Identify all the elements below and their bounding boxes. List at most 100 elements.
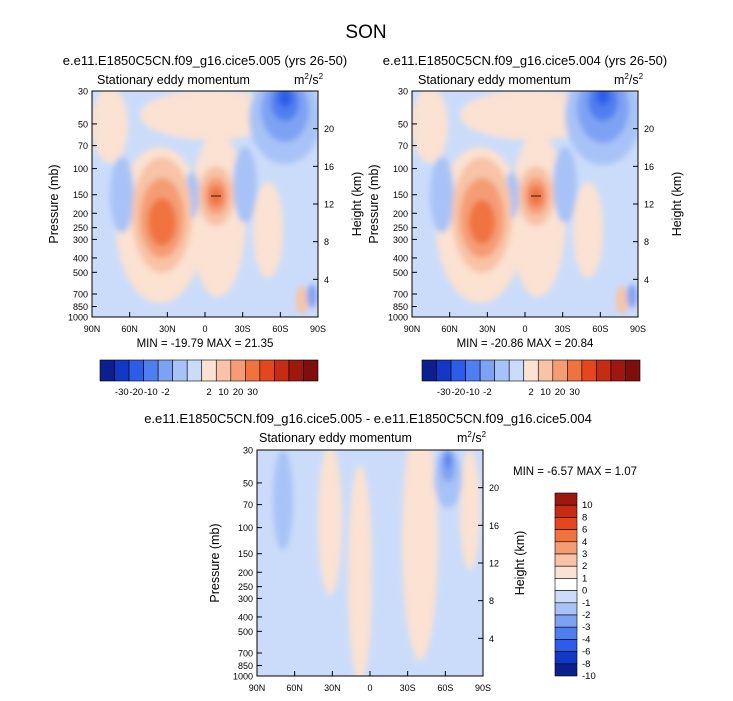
x-tick-label: 60S — [592, 324, 608, 334]
y-tick-label: 30 — [398, 87, 408, 97]
axis-ticks: 305070100150200250300400500700850100090N… — [388, 87, 654, 335]
colorbar-label: 8 — [582, 512, 587, 523]
panel-title: e.e11.E1850C5CN.f09_g16.cice5.005 - e.e1… — [144, 411, 592, 426]
y-axis-label: Pressure (mb) — [47, 164, 61, 243]
height-tick-label: 20 — [644, 124, 654, 134]
y-tick-label: 400 — [393, 253, 408, 263]
panel-title: e.e11.E1850C5CN.f09_g16.cice5.005 (yrs 2… — [63, 53, 348, 68]
colorbar-swatch — [567, 359, 583, 382]
x-tick-label: 30S — [400, 683, 416, 693]
colorbar-swatch — [288, 359, 304, 382]
colorbar-label: -30 — [115, 387, 129, 398]
colorbar-swatch — [554, 626, 578, 640]
y-tick-label: 150 — [393, 190, 408, 200]
colorbar-label: -10 — [144, 387, 158, 398]
colorbar-swatch — [554, 651, 578, 665]
height-tick-label: 16 — [644, 162, 654, 172]
y-tick-label: 100 — [73, 164, 88, 174]
colorbar-swatch — [494, 359, 510, 382]
y-tick-label: 1000 — [233, 672, 253, 682]
colorbar-swatch — [201, 359, 217, 382]
colorbar-swatch — [523, 359, 539, 382]
colorbar-swatch — [479, 359, 495, 382]
colorbar-swatch — [172, 359, 188, 382]
height-tick-label: 16 — [489, 521, 499, 531]
height-tick-label: 20 — [324, 124, 334, 134]
x-tick-label: 30N — [479, 324, 496, 334]
colorbar-label: 2 — [528, 387, 533, 398]
axis-ticks: 305070100150200250300400500700850100090N… — [68, 87, 334, 335]
right-axis-label: Height (km) — [670, 172, 684, 237]
colorbar-swatch — [554, 565, 578, 579]
colorbar-swatch — [552, 359, 568, 382]
y-tick-label: 500 — [73, 268, 88, 278]
colorbar-label: 0 — [582, 586, 587, 597]
x-tick-label: 90S — [310, 324, 326, 334]
colorbar-label: -2 — [161, 387, 169, 398]
colorbar-swatch — [537, 359, 554, 382]
y-tick-label: 70 — [78, 141, 88, 151]
colorbar-swatch — [436, 359, 452, 382]
colorbar-label: 2 — [206, 387, 211, 398]
height-tick-label: 12 — [644, 200, 654, 210]
colorbar-swatch — [554, 614, 578, 628]
height-tick-label: 4 — [644, 275, 649, 285]
figure-title: SON — [345, 22, 386, 43]
units-label: m2/s2 — [294, 72, 324, 87]
min-max-readout: MIN = -6.57 MAX = 1.07 — [513, 466, 637, 478]
right-axis-label: Height (km) — [513, 531, 527, 596]
x-tick-label: 90N — [404, 324, 421, 334]
colorbar-label: -10 — [466, 387, 480, 398]
y-tick-label: 1000 — [388, 313, 408, 323]
y-tick-label: 250 — [73, 223, 88, 233]
colorbar-label: -2 — [582, 610, 590, 621]
y-tick-label: 250 — [238, 582, 253, 592]
y-tick-label: 50 — [243, 478, 253, 488]
y-tick-label: 700 — [238, 649, 253, 659]
x-tick-label: 30N — [324, 683, 341, 693]
contour-field — [412, 91, 638, 314]
colorbar-swatch — [554, 541, 578, 555]
colorbar-swatch — [554, 590, 578, 604]
colorbar-swatch — [128, 359, 144, 382]
x-tick-label: 0 — [202, 324, 207, 334]
colorbar-swatch — [450, 359, 466, 382]
y-tick-label: 850 — [238, 661, 253, 671]
colorbar-swatch — [508, 359, 525, 382]
colorbar-swatch — [99, 359, 115, 382]
x-tick-label: 90S — [475, 683, 491, 693]
colorbar-label: 1 — [582, 573, 587, 584]
colorbar-label: 30 — [569, 387, 580, 398]
contour-field — [92, 91, 318, 314]
x-tick-label: 60N — [286, 683, 303, 693]
y-tick-label: 150 — [238, 549, 253, 559]
colorbar-swatch — [554, 492, 578, 506]
y-tick-label: 500 — [393, 268, 408, 278]
y-tick-label: 200 — [393, 209, 408, 219]
colorbar-label: 10 — [218, 387, 229, 398]
colorbar-label: -1 — [582, 598, 590, 609]
colorbar-label: -20 — [129, 387, 143, 398]
y-tick-label: 300 — [393, 235, 408, 245]
x-tick-label: 30N — [159, 324, 176, 334]
colorbar-label: -6 — [582, 647, 590, 658]
panel-model-005: e.e11.E1850C5CN.f09_g16.cice5.005 (yrs 2… — [47, 53, 364, 398]
colorbar-label: -30 — [437, 387, 451, 398]
panel-subtitle: Stationary eddy momentum — [97, 73, 250, 87]
x-tick-label: 60N — [441, 324, 458, 334]
colorbar-swatch — [143, 359, 159, 382]
y-tick-label: 150 — [73, 190, 88, 200]
y-tick-label: 100 — [393, 164, 408, 174]
x-tick-label: 30S — [555, 324, 571, 334]
panel-model-004: e.e11.E1850C5CN.f09_g16.cice5.004 (yrs 2… — [367, 53, 684, 398]
colorbar-swatch — [554, 663, 578, 677]
height-tick-label: 8 — [489, 596, 494, 606]
colorbar-swatch — [215, 359, 232, 382]
x-tick-label: 60N — [121, 324, 138, 334]
y-tick-label: 300 — [238, 594, 253, 604]
panel-title: e.e11.E1850C5CN.f09_g16.cice5.004 (yrs 2… — [383, 53, 668, 68]
y-tick-label: 250 — [393, 223, 408, 233]
y-tick-label: 50 — [398, 119, 408, 129]
y-tick-label: 70 — [243, 500, 253, 510]
